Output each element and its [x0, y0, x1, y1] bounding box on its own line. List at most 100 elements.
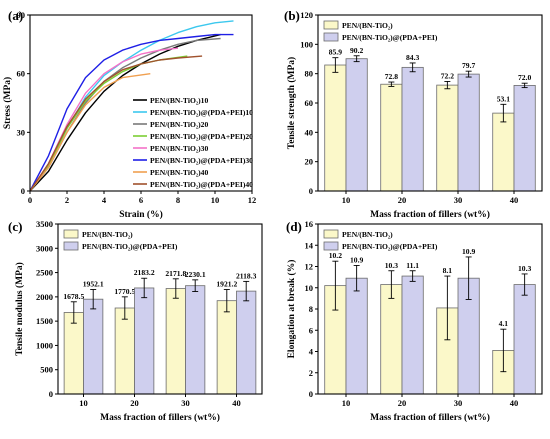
x-tick-label: 20: [398, 398, 407, 408]
x-tick-label: 10: [342, 195, 351, 205]
y-tick-label: 6: [309, 325, 313, 335]
data-label: 72.2: [441, 71, 454, 80]
x-tick-label: 10: [342, 398, 351, 408]
data-label: 1678.5: [63, 292, 84, 301]
x-tick-label: 40: [510, 195, 519, 205]
bar: [114, 307, 135, 395]
y-tick-label: 8: [309, 304, 313, 314]
bar: [83, 298, 104, 395]
bar: [324, 64, 347, 192]
data-label: 2230.1: [185, 270, 206, 279]
x-tick-label: 30: [181, 398, 190, 408]
chart-panel-3: (c) 0 500 1000 1500 2000 2500 3000 3500 Mass frac…: [8, 219, 263, 423]
y-tick-label: 80: [305, 69, 314, 79]
data-label: 10.3: [385, 261, 398, 270]
data-label: 10.9: [462, 247, 475, 256]
bar: [216, 300, 237, 395]
x-tick-label: 10: [79, 398, 88, 408]
bar: [492, 112, 515, 192]
legend-label: PEN/(BN-TiO₂): [82, 230, 133, 239]
y-tick-label: 2000: [36, 292, 53, 302]
y-tick-label: 30: [17, 127, 26, 137]
y-tick-label: 14: [305, 240, 314, 250]
x-tick-label: 20: [398, 195, 407, 205]
y-tick-label: 3500: [36, 219, 53, 229]
x-axis-label: Mass fraction of fillers (wt%): [370, 412, 490, 423]
x-tick-label: 8: [176, 195, 180, 205]
bar: [165, 288, 186, 395]
x-tick-label: 20: [130, 398, 139, 408]
y-tick-label: 90: [17, 10, 26, 20]
x-tick-label: 0: [28, 195, 32, 205]
bar: [401, 66, 424, 192]
x-tick-label: 12: [248, 195, 257, 205]
data-label: 1921.2: [216, 280, 237, 289]
series-line-7: [29, 73, 151, 192]
y-tick-label: 2500: [36, 268, 53, 278]
series-line-2: [29, 20, 234, 192]
legend-label: PEN/(BN-TiO₂)30: [150, 144, 208, 153]
data-label: 72.0: [518, 73, 531, 82]
data-label: 72.8: [385, 72, 398, 81]
data-label: 53.1: [497, 94, 510, 103]
y-tick-label: 1000: [36, 340, 53, 350]
legend-label: PEN/(BN-TiO₂): [342, 21, 393, 30]
bar: [380, 83, 403, 192]
data-label: 10.9: [350, 255, 363, 264]
x-tick-label: 6: [139, 195, 143, 205]
y-tick-label: 3000: [36, 243, 53, 253]
legend-label: PEN/(BN-TiO₂)@(PDA+PEI)10: [150, 108, 253, 117]
bar: [513, 85, 536, 192]
x-axis-label: Mass fraction of fillers (wt%): [370, 209, 490, 220]
chart-panel-2: (b) 0 20 40 60 80 100 120 Mass fraction of fille…: [284, 8, 543, 220]
data-label: 1770.5: [114, 287, 135, 296]
bar: [513, 284, 536, 395]
y-axis-label: Elongation at break (%): [286, 260, 297, 359]
y-tick-label: 120: [300, 10, 313, 20]
legend-label: PEN/(BN-TiO₂)@(PDA+PEI): [82, 242, 178, 251]
x-tick-label: 4: [102, 195, 107, 205]
legend-swatch: [323, 20, 339, 30]
bar: [401, 275, 424, 395]
legend-label: PEN/(BN-TiO₂)10: [150, 96, 208, 105]
y-tick-label: 4: [309, 347, 314, 357]
x-tick-label: 10: [211, 195, 220, 205]
bar: [457, 73, 480, 192]
bar: [345, 277, 368, 395]
data-label: 84.3: [406, 53, 419, 62]
plot-frame: [29, 14, 253, 192]
y-tick-label: 40: [305, 127, 314, 137]
plot-frame: [57, 223, 263, 395]
panel-label: (c): [8, 219, 22, 234]
data-label: 2118.3: [236, 271, 257, 280]
y-tick-label: 0: [49, 389, 53, 399]
plot-frame: [317, 14, 543, 192]
y-tick-label: 10: [305, 283, 314, 293]
y-tick-label: 500: [40, 365, 53, 375]
y-tick-label: 60: [17, 69, 26, 79]
x-axis-label: Strain (%): [119, 209, 163, 220]
y-tick-label: 0: [21, 186, 25, 196]
x-tick-label: 30: [454, 398, 463, 408]
bar: [185, 285, 206, 395]
legend-label: PEN/(BN-TiO₂)40: [150, 168, 208, 177]
legend-swatch: [323, 241, 339, 251]
legend-label: PEN/(BN-TiO₂)@(PDA+PEI): [342, 242, 438, 251]
legend-swatch: [63, 229, 79, 239]
legend-label: PEN/(BN-TiO₂)@(PDA+PEI)40: [150, 180, 253, 189]
bar: [236, 290, 257, 395]
bar: [380, 284, 403, 395]
chart-panel-4: (d) 0 2 4 6 8 10 12 14 16 Mass fraction of fillers…: [286, 219, 543, 423]
x-tick-label: 40: [510, 398, 519, 408]
legend-label: PEN/(BN-TiO₂)@(PDA+PEI)30: [150, 156, 253, 165]
legend-label: PEN/(BN-TiO₂)@(PDA+PEI): [342, 33, 438, 42]
x-tick-label: 30: [454, 195, 463, 205]
bar: [345, 58, 368, 192]
legend-label: PEN/(BN-TiO₂): [342, 230, 393, 239]
y-tick-label: 16: [305, 219, 314, 229]
x-tick-label: 2: [65, 195, 69, 205]
y-tick-label: 0: [309, 186, 313, 196]
y-tick-label: 20: [305, 157, 314, 167]
bar: [63, 312, 84, 395]
